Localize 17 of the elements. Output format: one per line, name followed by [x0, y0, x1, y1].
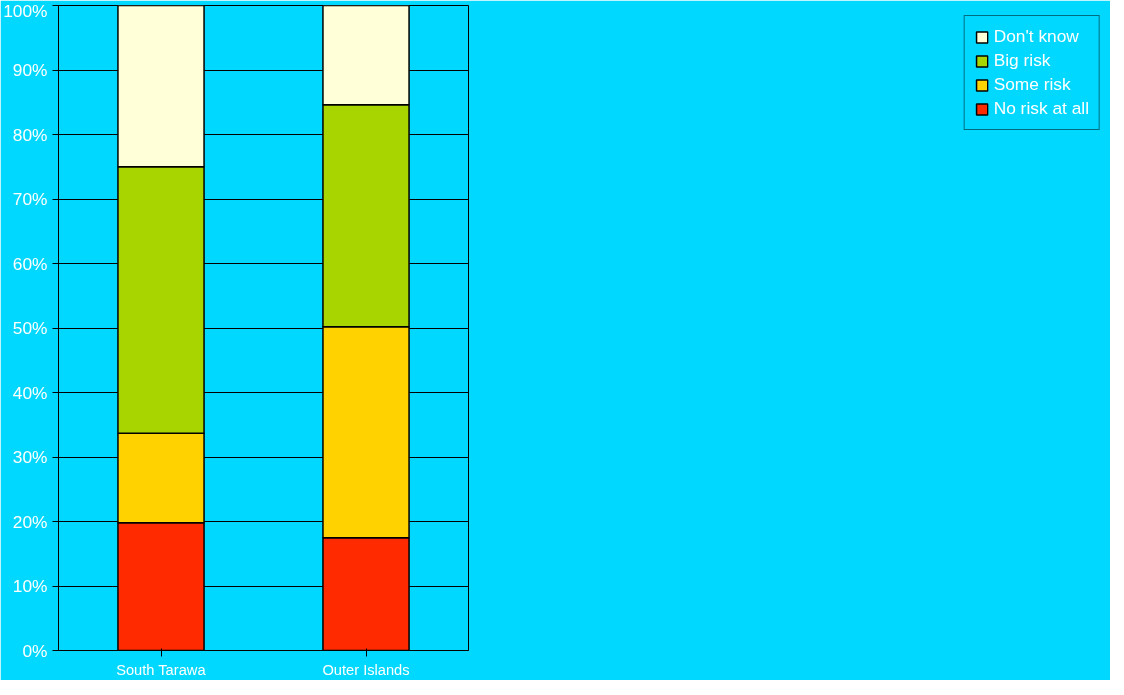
legend-label: Some risk [993, 74, 1071, 95]
y-tick-label: 80% [12, 124, 48, 145]
legend-label: Don't know [993, 26, 1079, 47]
y-tick-label: 50% [12, 318, 48, 338]
y-tick-label: 90% [12, 60, 48, 80]
y-tick-label: 70% [12, 189, 48, 209]
y-tick-label: 0% [22, 640, 48, 661]
x-tick-label: South Tarawa [116, 661, 207, 678]
legend-label: No risk at all [993, 98, 1089, 119]
y-tick-label: 20% [12, 511, 48, 532]
legend-label: Big risk [993, 50, 1051, 71]
y-tick-label: 10% [12, 576, 48, 596]
y-tick-label: 40% [12, 382, 48, 403]
y-tick-label: 30% [12, 447, 48, 467]
y-tick-label: 60% [12, 253, 48, 274]
y-tick-label: 100% [3, 0, 48, 21]
x-tick-label: Outer Islands [322, 661, 410, 678]
